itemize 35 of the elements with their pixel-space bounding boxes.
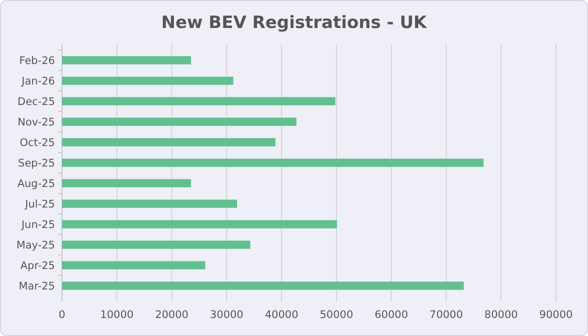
bar (62, 282, 464, 290)
x-tick-label: 40000 (264, 309, 298, 321)
x-tick-label: 50000 (320, 309, 354, 321)
bar (62, 56, 191, 64)
x-tick-label: 0 (58, 309, 66, 321)
x-tick-label: 20000 (155, 309, 188, 321)
y-tick-label: Jul-25 (24, 198, 55, 210)
x-tick-label: 30000 (210, 309, 244, 321)
y-tick-label: Mar-25 (18, 280, 55, 292)
y-tick-label: Aug-25 (17, 178, 55, 190)
y-tick-label: Apr-25 (20, 260, 55, 272)
bar (62, 138, 276, 146)
bar (62, 200, 238, 208)
x-tick-label: 80000 (484, 309, 518, 321)
bar (62, 97, 336, 106)
x-tick-label: 10000 (100, 309, 134, 321)
bar (62, 118, 296, 126)
y-tick-label: Jan-26 (20, 75, 56, 88)
y-tick-label: Oct-25 (20, 136, 55, 149)
bar (62, 261, 206, 270)
y-tick-label: May-25 (16, 239, 55, 252)
bar (62, 179, 191, 188)
bar (62, 240, 250, 249)
y-tick-label: Jun-25 (20, 218, 55, 231)
x-tick-label: 90000 (539, 309, 573, 321)
y-tick-label: Dec-25 (18, 96, 55, 108)
y-tick-label: Feb-26 (19, 54, 56, 67)
x-tick-label: 60000 (374, 309, 408, 321)
bar (62, 158, 484, 167)
bar (62, 76, 234, 85)
y-tick-label: Sep-25 (18, 157, 55, 170)
bar (62, 220, 337, 228)
chart-title: New BEV Registrations - UK (161, 13, 428, 33)
y-tick-label: Nov-25 (18, 116, 55, 128)
x-tick-label: 70000 (430, 309, 463, 321)
